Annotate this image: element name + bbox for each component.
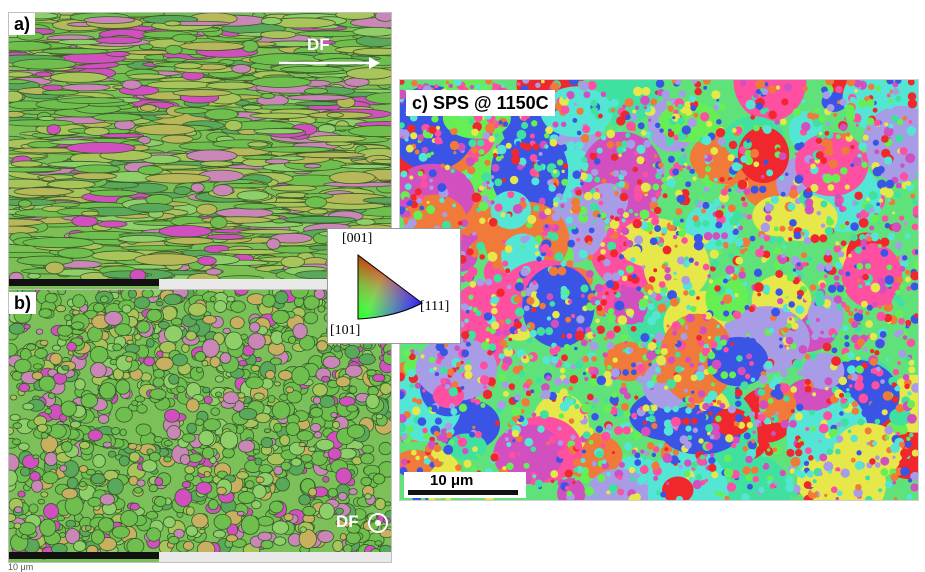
panel-b-scale-bar: [9, 552, 159, 559]
panel-c-label: c) SPS @ 1150C: [406, 90, 555, 116]
ipf-color-key: [001] [101] [111]: [327, 228, 461, 344]
ipf-triangle: [357, 254, 423, 320]
df-arrow-icon: [279, 57, 380, 69]
panel-a-ebsd-map: a) DF: [8, 12, 392, 290]
panel-a-grain-texture: [9, 13, 391, 284]
panel-b-label: b): [9, 292, 36, 314]
panel-c-scale-text: 10 μm: [430, 472, 474, 489]
panel-c-grain-texture: [400, 80, 918, 500]
panel-b-scale-text: 10 μm: [8, 562, 34, 572]
panel-b-ebsd-map: b) DF: [8, 289, 392, 563]
panel-b-grain-texture: [9, 290, 391, 560]
panel-a-label: a): [9, 13, 36, 35]
out-of-plane-icon: [368, 513, 388, 533]
panel-c-ebsd-map: c) SPS @ 1150C 10 μm: [399, 79, 919, 501]
panel-c-scale-bar: [408, 490, 518, 495]
ipf-label-111: [111]: [420, 299, 450, 314]
panel-b-df-label: DF: [336, 512, 359, 531]
panel-a-df-label: DF: [307, 35, 330, 54]
panel-b-scale-track: [159, 552, 391, 562]
panel-a-scale-bar: [9, 279, 159, 286]
ipf-label-101: [101]: [330, 323, 361, 338]
panel-a-scale-track: [159, 279, 391, 289]
ipf-label-001: [001]: [342, 231, 373, 246]
panel-c-scale-box: 10 μm: [404, 472, 526, 498]
